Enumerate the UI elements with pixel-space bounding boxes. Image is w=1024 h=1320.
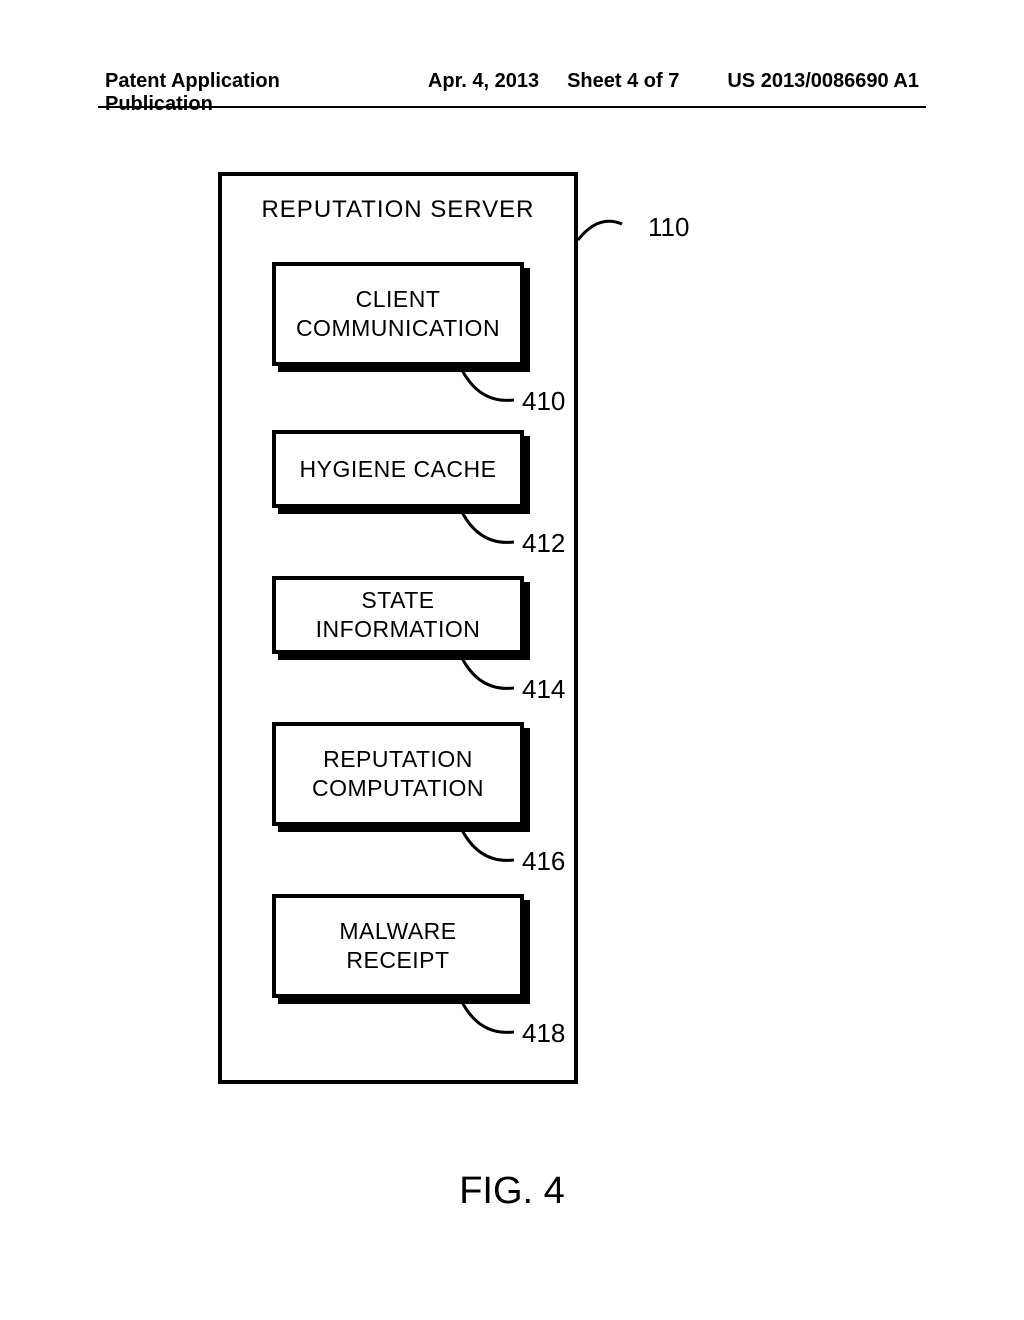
module-box: STATE INFORMATION xyxy=(272,576,524,654)
module-label: HYGIENE CACHE xyxy=(300,455,497,484)
ref-label-410: 410 xyxy=(522,386,565,417)
module-label: CLIENT COMMUNICATION xyxy=(296,285,500,343)
ref-label-110: 110 xyxy=(648,212,689,243)
module-label: REPUTATION COMPUTATION xyxy=(312,745,484,803)
ref-label-414: 414 xyxy=(522,674,565,705)
module-box: REPUTATION COMPUTATION xyxy=(272,722,524,826)
figure-caption: FIG. 4 xyxy=(0,1170,1024,1213)
sheet-number: Sheet 4 of 7 xyxy=(567,70,679,116)
module-box: CLIENT COMMUNICATION xyxy=(272,262,524,366)
leader-110 xyxy=(578,216,648,256)
ref-label-412: 412 xyxy=(522,528,565,559)
publication-date: Apr. 4, 2013 xyxy=(428,70,539,116)
module-box: HYGIENE CACHE xyxy=(272,430,524,508)
container-title: REPUTATION SERVER xyxy=(222,196,574,224)
header-rule xyxy=(98,106,926,108)
ref-label-418: 418 xyxy=(522,1018,565,1049)
module-box: MALWARE RECEIPT xyxy=(272,894,524,998)
ref-label-416: 416 xyxy=(522,846,565,877)
module-label: STATE INFORMATION xyxy=(276,586,520,644)
publication-label: Patent Application Publication xyxy=(105,70,380,116)
reputation-server-container: REPUTATION SERVER CLIENT COMMUNICATION HY… xyxy=(218,172,578,1084)
module-label: MALWARE RECEIPT xyxy=(339,917,456,975)
page-header: Patent Application Publication Apr. 4, 2… xyxy=(0,70,1024,116)
document-number: US 2013/0086690 A1 xyxy=(727,70,919,116)
